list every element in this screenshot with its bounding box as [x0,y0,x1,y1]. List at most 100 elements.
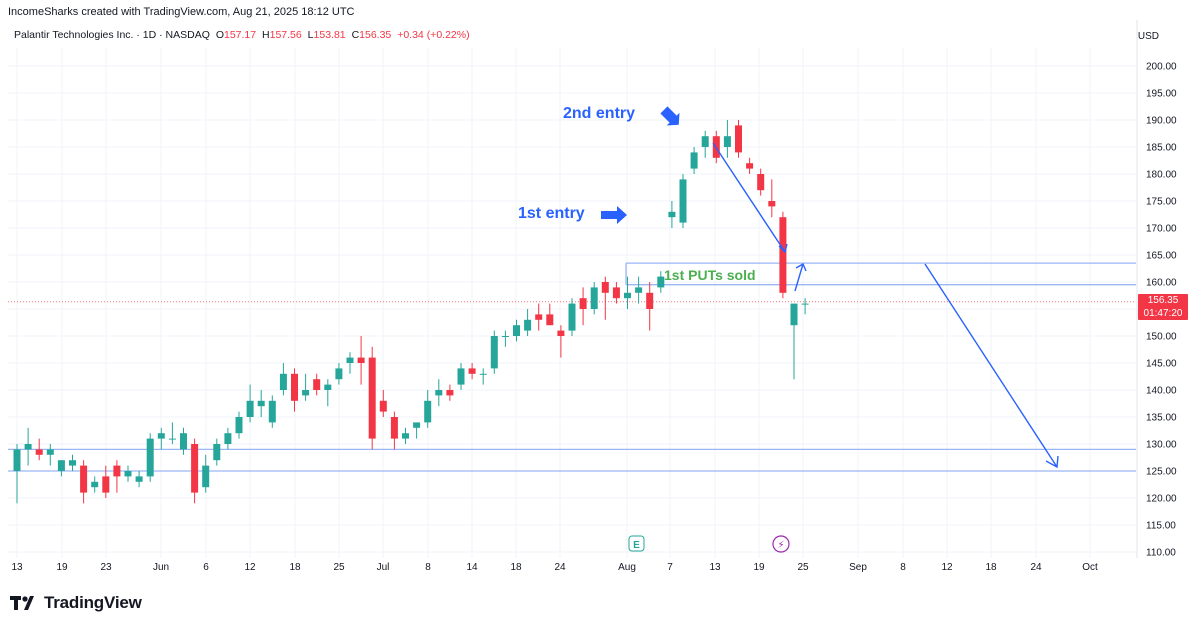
candle-up [457,368,465,385]
candle-up [168,438,176,440]
x-tick-label: 25 [797,562,809,573]
high-label: H [262,29,270,41]
candle-down [35,449,43,455]
candle-up [479,373,487,375]
candle-up [801,303,809,305]
x-tick-label: Jul [377,562,390,573]
close-value: 156.35 [359,29,392,41]
arrowhead [1045,455,1059,469]
candle-up [501,336,509,337]
candle-up [413,422,421,428]
y-tick-label: 160.00 [1146,278,1177,289]
candle-up [57,460,65,471]
candle-up [91,481,99,488]
y-tick-label: 135.00 [1146,413,1177,424]
open-value: 157.17 [223,29,257,41]
candle-down [579,298,587,309]
x-tick-label: 24 [554,562,566,573]
candle-up [257,400,265,407]
candle-up [46,449,54,455]
arrowhead [778,243,788,254]
candle-down [735,125,742,153]
candle-up [268,400,276,423]
earnings-marker [628,535,645,552]
candle-down [646,292,654,309]
candle-down [746,163,754,169]
y-tick-label: 110.00 [1146,548,1176,559]
candle-down [80,465,88,493]
candle-up [723,136,731,147]
x-tick-label: 7 [667,562,673,573]
candle-down [291,373,298,401]
y-tick-label: 150.00 [1146,332,1177,343]
y-tick-label: 145.00 [1146,359,1177,370]
last-price-value: 156.35 [1147,295,1179,306]
open-label: O [215,29,224,41]
y-tick-label: 170.00 [1146,224,1177,235]
candle-up [513,325,520,336]
candle-up [324,384,332,390]
low-label: L [307,29,314,41]
candle-down [546,314,554,326]
first-entry-arrow [601,206,627,224]
y-tick-label: 120.00 [1146,494,1177,505]
y-tick-label: 175.00 [1146,197,1177,208]
candle-up [135,476,143,482]
candle-up [13,449,21,471]
candle-up [524,319,532,331]
candle-up [668,211,676,218]
x-tick-label: 8 [425,562,431,573]
x-tick-label: 18 [289,562,301,573]
candle-down [446,390,454,396]
trend-line-down [712,142,786,253]
candle-down [768,201,776,207]
candle-down [191,444,199,493]
candle-down [612,287,620,299]
candle-up [624,292,631,299]
y-tick-label: 200.00 [1146,62,1177,73]
annotation-second-entry: 2nd entry [563,105,636,122]
earnings-marker-label: E [633,540,640,551]
candle-up [24,444,32,450]
y-tick-label: 115.00 [1146,521,1176,532]
high-value: 157.56 [269,29,302,41]
candle-up [224,433,232,444]
y-tick-label: 125.00 [1146,467,1177,478]
candle-up [635,287,643,293]
candle-up [690,152,698,169]
candle-up [279,373,287,390]
arrowhead [795,263,807,272]
x-tick-label: 18 [510,562,522,573]
change-value: +0.34 (+0.22%) [397,29,470,41]
dividend-marker-label: ⚡ [777,540,784,551]
candle-down [601,282,609,293]
currency-label[interactable]: USD [1137,31,1159,42]
candle-up [424,400,432,423]
x-tick-label: 19 [753,562,765,573]
x-tick-label: 13 [11,562,23,573]
candle-down [379,400,387,412]
close-label: C [351,29,360,41]
y-tick-label: 185.00 [1146,143,1177,154]
candle-up [590,287,598,309]
x-tick-label: 25 [333,562,345,573]
annotation-first-entry: 1st entry [518,205,585,222]
symbol-name: Palantir Technologies Inc. · 1D · NASDAQ [14,29,210,41]
y-tick-label: 195.00 [1146,89,1177,100]
candle-down [113,465,121,477]
tradingview-logo-text: TradingView [44,593,142,612]
y-tick-label: 165.00 [1146,251,1177,262]
candle-up [490,336,498,369]
candle-down [557,330,565,336]
x-tick-label: 6 [203,562,209,573]
tradingview-logo[interactable]: TradingView [10,593,142,612]
candle-down [757,174,765,191]
candle-up [790,303,798,326]
candle-up [346,357,354,363]
symbol-legend: Palantir Technologies Inc. · 1D · NASDAQ… [14,29,473,41]
candle-down [368,357,376,439]
y-tick-label: 140.00 [1146,386,1177,397]
candle-up [246,400,254,417]
x-tick-label: 19 [56,562,68,573]
